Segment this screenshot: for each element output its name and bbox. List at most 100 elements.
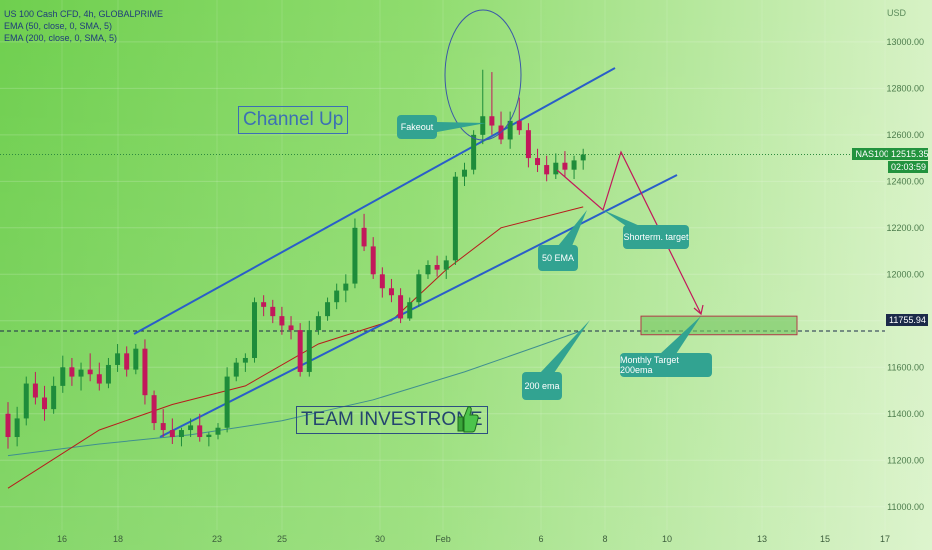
thumbs-up-icon (457, 406, 479, 433)
candle-body (480, 116, 486, 135)
y-tick-label: 12000.00 (886, 269, 924, 279)
channel-up-label: Channel Up (238, 106, 349, 134)
shorterm-target-callout: Shorterm. target (623, 225, 689, 249)
candle-body (471, 134, 477, 170)
ema200-callout: 200 ema (522, 372, 562, 400)
x-tick-label: 13 (757, 534, 767, 544)
y-tick-label: 11200.00 (887, 455, 924, 465)
x-tick-label: 23 (212, 534, 222, 544)
candle-body (361, 227, 367, 247)
candle-body (571, 160, 577, 170)
monthly-target-callout: Monthly Target 200ema (620, 353, 712, 377)
candle-body (315, 316, 321, 331)
candle-body (160, 423, 166, 431)
candle-body (434, 265, 440, 270)
candle-body (562, 162, 568, 170)
y-tick-label: 12600.00 (886, 130, 924, 140)
ema200-line (7, 329, 584, 457)
ema50-legend: EMA (50, close, 0, SMA, 5) (4, 21, 113, 31)
y-tick-label: 13000.00 (886, 37, 924, 47)
candle-body (133, 348, 139, 370)
target-zone (640, 315, 798, 336)
candles (5, 69, 586, 449)
candle-body (252, 302, 258, 358)
x-tick-label: 6 (538, 534, 543, 544)
grid-lines (0, 154, 885, 332)
candle-body (325, 302, 331, 317)
ema50-callout: 50 EMA (538, 245, 578, 271)
y-tick-label: 12200.00 (886, 223, 924, 233)
price-axis: 13000.00 12800.00 12600.00 12400.00 12200.00… (57, 37, 924, 544)
candle-body (23, 383, 29, 419)
fakeout-callout: Fakeout (397, 115, 437, 139)
candle-body (32, 383, 38, 398)
shorterm-pointer (603, 210, 640, 226)
candle-body (14, 418, 20, 438)
candle-body (270, 306, 276, 317)
team-label: TEAM INVESTRONE (296, 406, 488, 434)
candle-body (169, 430, 175, 438)
candle-body (124, 353, 130, 370)
ema50-line (7, 206, 584, 489)
last-price-tag: 12515.35 (888, 148, 929, 160)
x-tick-label: Feb (435, 534, 451, 544)
candle-body (525, 130, 531, 159)
x-tick-label: 30 (375, 534, 385, 544)
fakeout-pointer (437, 122, 486, 132)
annotations (437, 9, 704, 373)
candle-body (78, 369, 84, 377)
target-zone-rect (640, 315, 798, 336)
candle-body (178, 430, 184, 438)
countdown-tag: 02:03:59 (888, 161, 928, 173)
candle-body (288, 325, 294, 331)
chart-legend: US 100 Cash CFD, 4h, GLOBALPRIME EMA (50… (4, 8, 163, 44)
y-tick-label: 11400.00 (887, 409, 924, 419)
candle-body (224, 376, 230, 428)
candle-body (42, 397, 48, 410)
candle-body (279, 316, 285, 326)
candle-body (306, 330, 312, 372)
candle-body (462, 169, 467, 177)
candle-body (370, 246, 376, 275)
candle-body (580, 154, 586, 161)
candle-body (5, 413, 11, 438)
x-tick-label: 18 (113, 534, 123, 544)
candle-body (516, 120, 522, 131)
x-tick-label: 16 (57, 534, 67, 544)
y-tick-label: 12400.00 (886, 176, 924, 186)
candle-body (398, 295, 404, 319)
x-tick-label: 25 (277, 534, 287, 544)
candle-body (489, 116, 495, 126)
y-tick-label: 11600.00 (887, 362, 924, 372)
candle-body (233, 362, 239, 377)
candle-body (343, 283, 349, 291)
projection-arrowhead (693, 304, 704, 316)
candle-body (425, 265, 431, 275)
candle-body (242, 357, 248, 363)
candle-body (443, 260, 449, 270)
monthly-pointer (660, 316, 701, 354)
level-price-tag: 11755.94 (886, 314, 928, 326)
candle-body (51, 385, 57, 410)
candle-body (215, 427, 221, 435)
fakeout-circle (444, 9, 522, 141)
candle-body (535, 158, 541, 166)
candle-body (142, 348, 148, 396)
candle-body (544, 165, 550, 175)
candle-body (379, 274, 385, 289)
ema200-legend: EMA (200, close, 0, SMA, 5) (4, 33, 118, 43)
candle-body (452, 176, 458, 261)
candle-body (416, 274, 422, 303)
symbol-line: US 100 Cash CFD, 4h, GLOBALPRIME (4, 9, 164, 19)
candle-body (197, 425, 203, 438)
candle-body (115, 353, 121, 365)
x-tick-label: 10 (662, 534, 672, 544)
ema50-pointer (558, 210, 587, 246)
x-tick-label: 8 (602, 534, 607, 544)
symbol-tag: NAS100 (852, 148, 892, 160)
candle-body (206, 434, 212, 438)
candle-body (69, 367, 75, 377)
candle-body (507, 120, 513, 140)
